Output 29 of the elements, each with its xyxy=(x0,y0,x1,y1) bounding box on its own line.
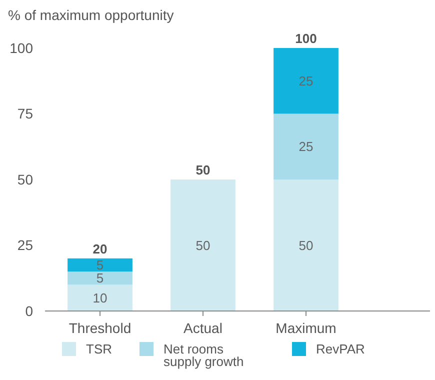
legend-label: RevPAR xyxy=(316,342,365,357)
bar xyxy=(274,48,338,114)
y-tick-label: 50 xyxy=(17,171,34,188)
legend-label: Net rooms supply growth xyxy=(164,342,244,369)
data-label: 5 xyxy=(96,258,104,273)
legend-label: TSR xyxy=(86,342,112,357)
y-tick-label: 0 xyxy=(25,302,34,319)
total-label: 20 xyxy=(92,241,108,256)
bar xyxy=(170,180,236,311)
y-tick-label: 25 xyxy=(17,237,34,254)
y-tick-label: 100 xyxy=(10,40,34,56)
x-tick-label: Actual xyxy=(184,320,222,336)
total-label: 100 xyxy=(295,31,317,46)
data-label: 5 xyxy=(96,270,104,286)
total-label: 50 xyxy=(196,162,210,178)
data-label: 25 xyxy=(298,73,314,88)
bar xyxy=(68,258,132,272)
y-axis-title: % of maximum opportunity xyxy=(8,7,174,23)
x-tick-label: Maximum xyxy=(276,320,336,336)
bar xyxy=(68,284,132,311)
bar xyxy=(274,114,338,180)
x-tick-label: Threshold xyxy=(68,320,132,336)
y-tick-label: 75 xyxy=(17,106,34,122)
data-label: 50 xyxy=(298,238,314,253)
data-label: 50 xyxy=(196,238,210,253)
data-label: 10 xyxy=(92,290,108,306)
data-label: 25 xyxy=(298,139,314,154)
bar xyxy=(274,180,338,311)
bar xyxy=(68,272,132,285)
